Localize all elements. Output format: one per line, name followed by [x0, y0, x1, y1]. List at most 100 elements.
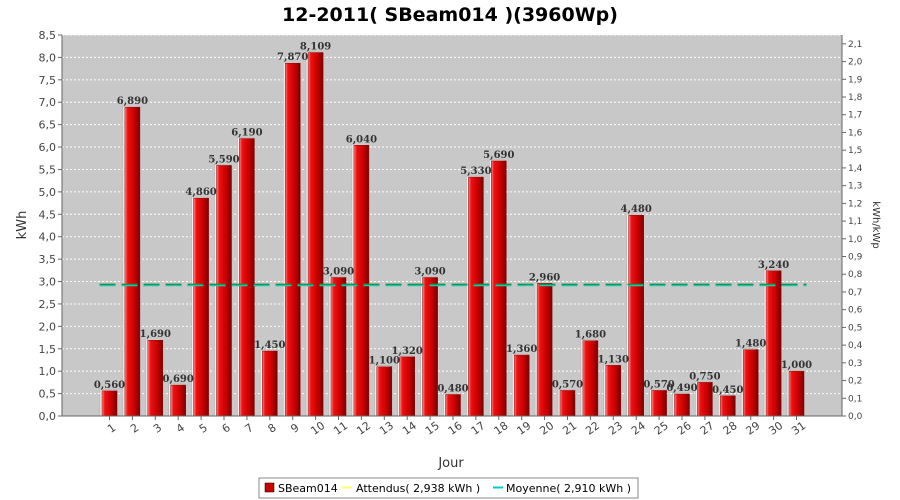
x-tick-label: 19 [515, 419, 534, 438]
bar-value-label: 1,360 [506, 344, 537, 355]
bar-value-label: 6,190 [231, 128, 262, 139]
bar [765, 270, 782, 417]
y2-tick-label: 2,1 [848, 40, 862, 50]
y-tick-label: 2,0 [39, 320, 57, 333]
bar-value-label: 1,690 [140, 329, 171, 340]
x-tick-label: 26 [675, 419, 694, 438]
y-tick-label: 1,5 [39, 343, 57, 356]
y-tick-label: 5,0 [39, 186, 57, 199]
bar [628, 214, 644, 417]
bar-value-label: 3,240 [758, 260, 789, 271]
y-tick-label: 4,5 [39, 208, 57, 221]
bar-value-label: 0,690 [163, 374, 194, 385]
y2-tick-label: 1,5 [848, 146, 862, 156]
bar-value-label: 5,330 [460, 166, 491, 177]
bar-value-label: 5,690 [483, 150, 514, 161]
y-tick-label: 1,0 [39, 365, 57, 378]
x-tick-label: 28 [721, 419, 740, 438]
y-tick-label: 7,0 [39, 96, 57, 109]
y2-tick-label: 1,8 [848, 93, 863, 103]
x-tick-label: 1 [105, 421, 118, 436]
x-tick-label: 3 [151, 421, 164, 436]
bar-value-label: 1,480 [735, 339, 766, 350]
bar [239, 138, 255, 417]
y-tick-label: 6,0 [39, 141, 57, 154]
y2-tick-label: 1,9 [848, 75, 863, 85]
x-tick-label: 15 [423, 419, 442, 438]
y-tick-label: 3,5 [39, 253, 57, 266]
x-tick-label: 4 [174, 421, 187, 436]
legend: SBeam014 Attendus( 2,938 kWh ) Moyenne( … [258, 477, 639, 499]
y2-tick-label: 0,3 [848, 359, 862, 369]
bar [445, 394, 461, 417]
y2-tick-label: 0,4 [848, 341, 863, 351]
y2-tick-label: 0,5 [848, 323, 862, 333]
bar [124, 106, 141, 417]
bar-value-label: 5,590 [208, 154, 239, 165]
x-tick-label: 12 [354, 419, 373, 438]
bar-value-label: 3,090 [414, 266, 445, 277]
bar [697, 382, 713, 417]
x-tick-label: 13 [377, 419, 396, 438]
x-axis-label: Jour [437, 456, 464, 471]
value-labels: 0,560 6,890 1,690 0,690 4,860 5,590 6,190 1,450… [94, 42, 812, 396]
y2-tick-label: 1,6 [848, 128, 863, 138]
bar [399, 356, 415, 417]
y2-tick-label: 1,0 [848, 235, 863, 245]
bar [720, 395, 736, 417]
y2-axis-label: kWh/kWp [870, 201, 881, 248]
bar-value-label: 0,570 [552, 379, 583, 390]
x-axis: 1 2 3 4 5 6 7 8 9 10 11 12 13 14 15 16 17 18 19 20 21 22 23 24 2… [62, 415, 842, 438]
legend-box [258, 477, 639, 499]
x-tick-label: 8 [265, 421, 278, 436]
y2-tick-label: 0,1 [848, 394, 862, 404]
x-tick-label: 14 [400, 419, 419, 438]
y2-tick-label: 1,2 [848, 199, 862, 209]
bar-value-label: 0,560 [94, 380, 125, 391]
x-tick-label: 29 [744, 419, 763, 438]
bar [284, 62, 301, 417]
y2-tick-label: 0,8 [848, 270, 863, 280]
x-tick-label: 2 [128, 421, 141, 436]
x-tick-label: 6 [220, 421, 233, 436]
bar [536, 283, 553, 417]
y-tick-label: 0,0 [39, 410, 57, 423]
bar-value-label: 1,130 [598, 354, 629, 365]
bar-value-label: 2,960 [529, 272, 560, 283]
bar-value-label: 1,000 [781, 360, 812, 371]
bar [605, 365, 622, 417]
x-tick-label: 7 [243, 421, 256, 436]
bar [651, 390, 667, 417]
x-tick-label: 27 [698, 419, 717, 438]
chart-title: 12-2011( SBeam014 )(3960Wp) [282, 4, 618, 26]
y-tick-label: 8,0 [39, 51, 57, 64]
y2-tick-label: 0,6 [848, 306, 863, 316]
reference-lines [99, 283, 807, 287]
y-axis-label: kWh [15, 211, 30, 240]
x-tick-label: 5 [197, 421, 210, 436]
x-tick-label: 17 [469, 419, 488, 438]
x-tick-label: 9 [288, 421, 301, 436]
bar [101, 390, 118, 417]
bar [422, 277, 438, 417]
x-tick-label: 25 [652, 419, 671, 438]
bar-value-label: 1,100 [369, 356, 400, 367]
bar [307, 52, 324, 417]
y2-tick-label: 2,0 [848, 58, 863, 68]
y2-tick-label: 0,7 [848, 288, 862, 298]
bar-value-label: 0,450 [712, 385, 743, 396]
bar [674, 393, 690, 417]
bar [559, 390, 576, 417]
x-tick-label: 10 [308, 419, 327, 438]
y2-tick-label: 0,9 [848, 253, 863, 263]
bar [742, 349, 759, 417]
bar [376, 366, 393, 417]
bar-value-label: 8,109 [300, 42, 331, 53]
y-tick-label: 2,5 [39, 298, 57, 311]
y-tick-label: 4,0 [39, 231, 57, 244]
bar-value-label: 7,870 [277, 52, 308, 63]
x-tick-label: 24 [629, 419, 648, 438]
bar [193, 197, 209, 417]
bar-value-label: 4,860 [185, 187, 216, 198]
bar-value-label: 4,480 [621, 204, 652, 215]
